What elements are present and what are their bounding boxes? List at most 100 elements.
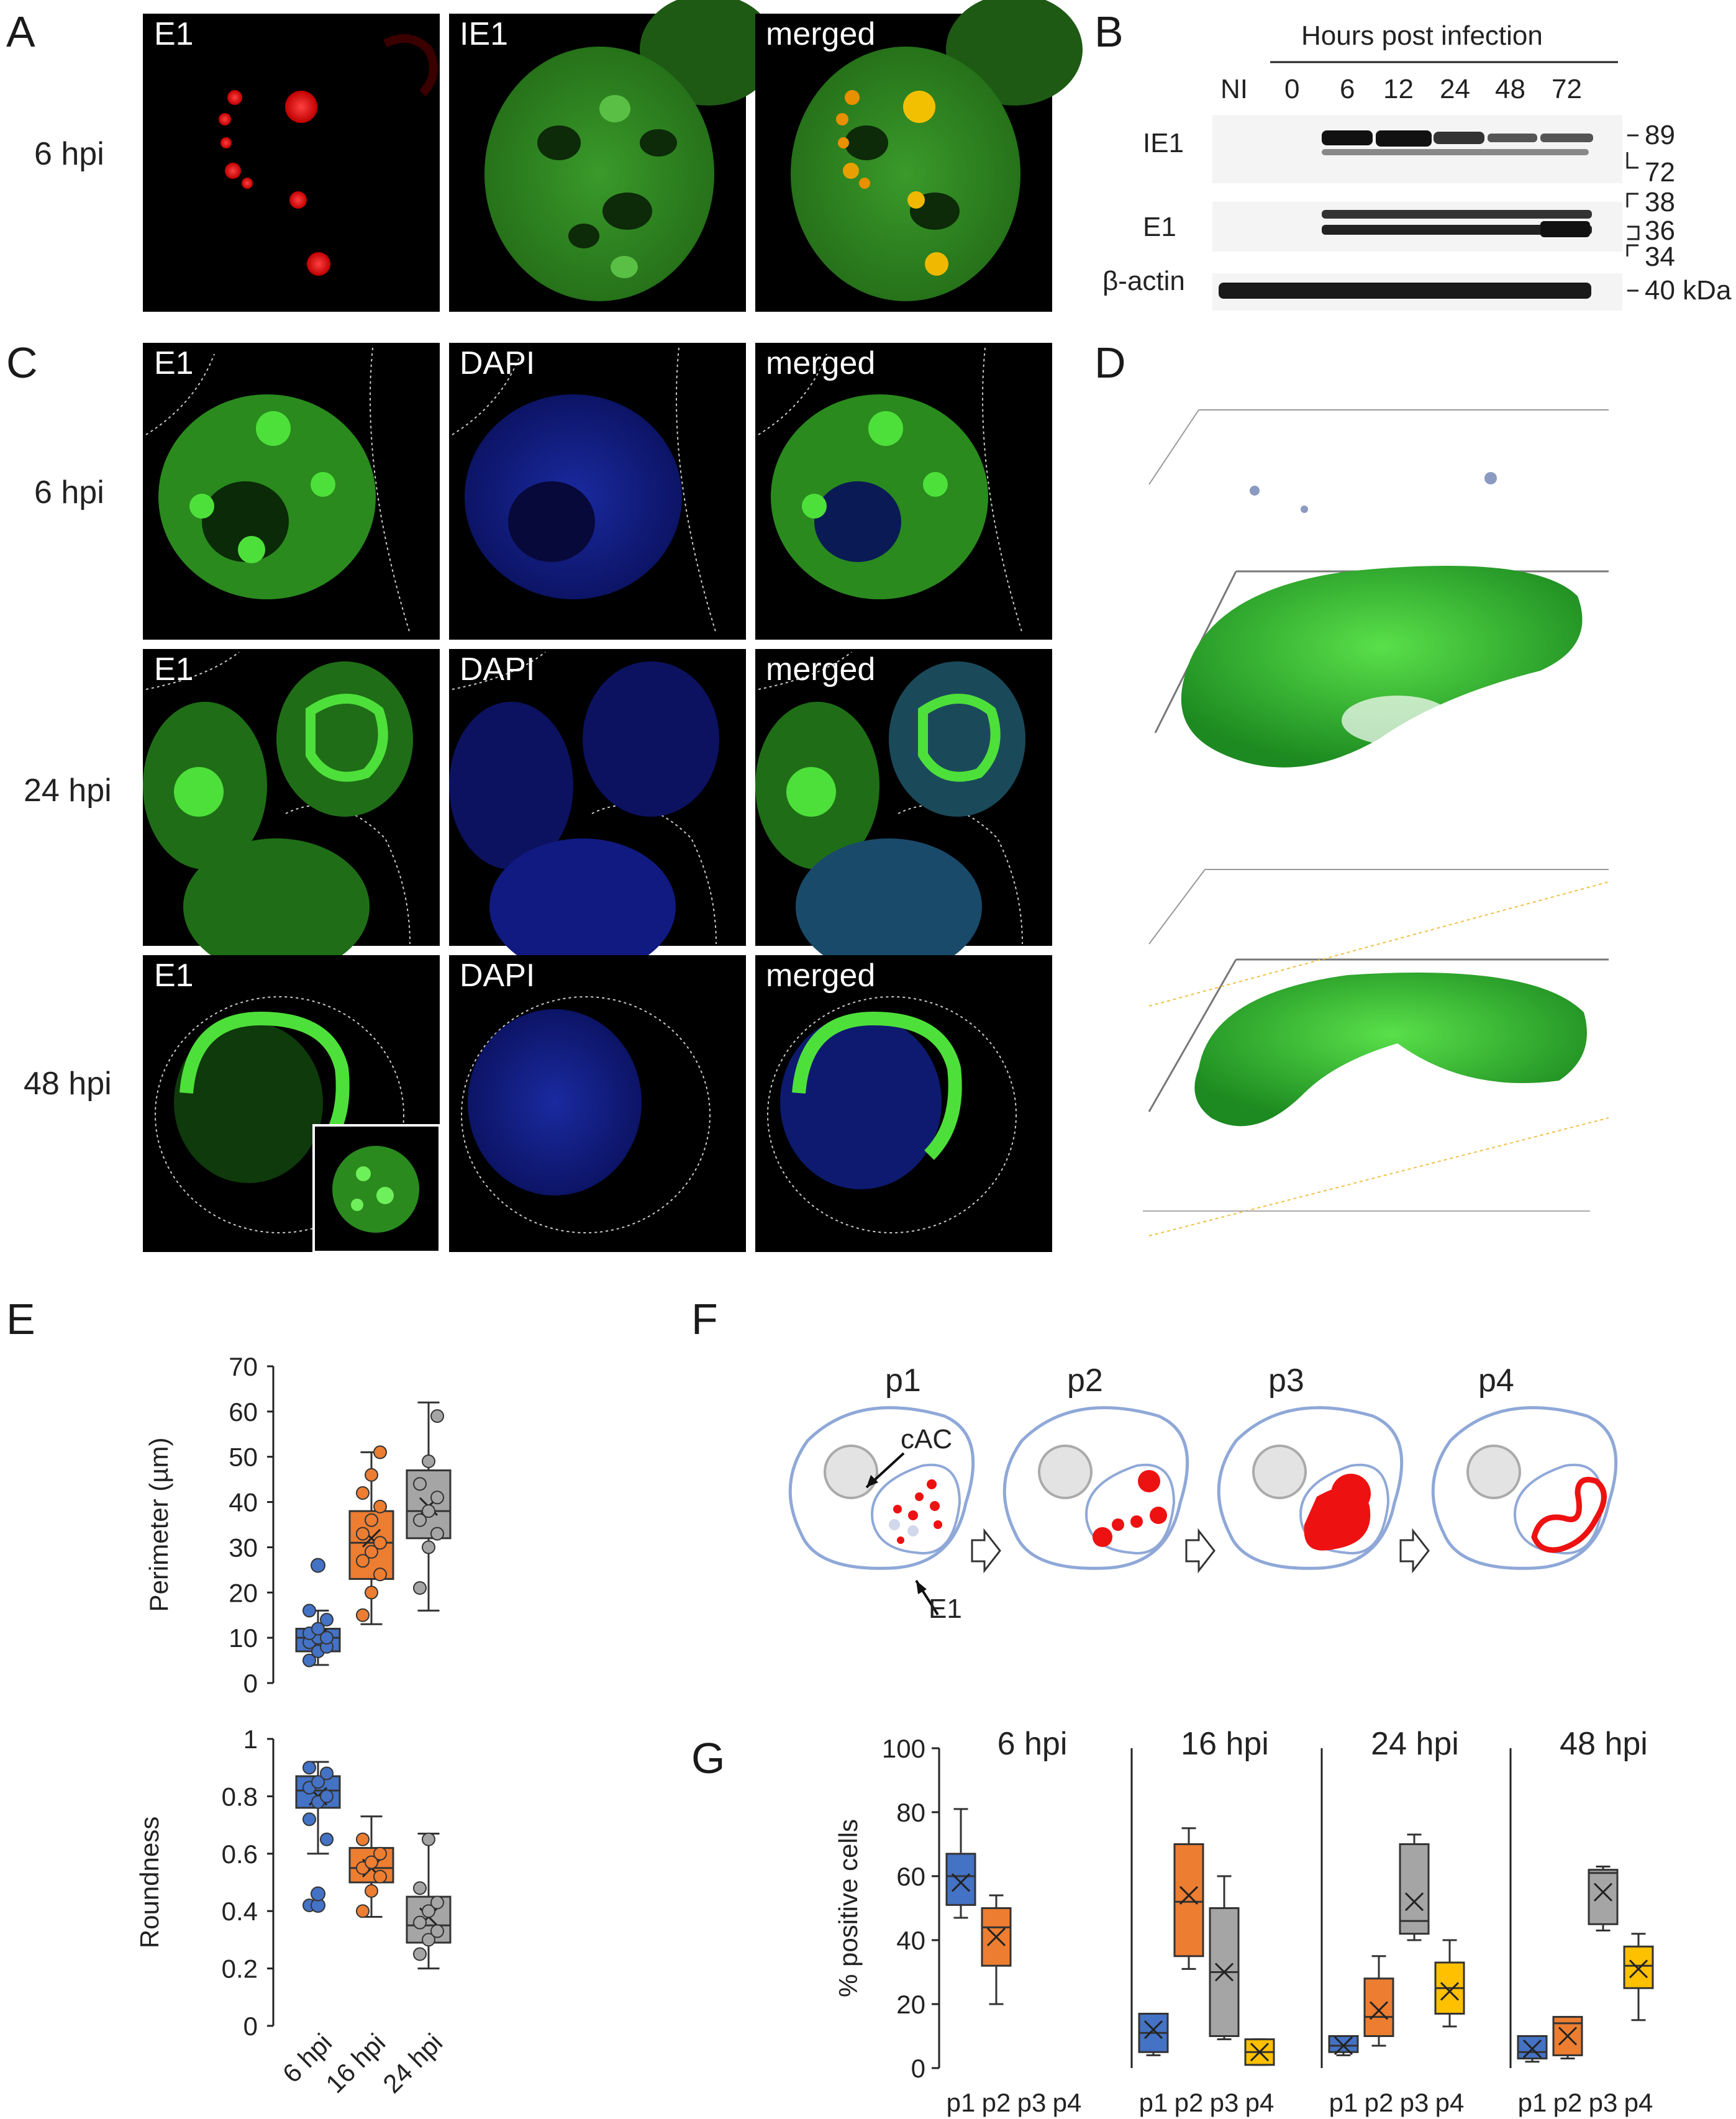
x-tick-label: p4	[1053, 2088, 1082, 2117]
mw-marker: 38	[1645, 187, 1675, 217]
data-point	[413, 1513, 427, 1527]
mean-marker	[986, 1927, 1006, 1946]
data-point	[356, 1554, 370, 1568]
data-point	[430, 1527, 444, 1541]
data-point	[413, 1915, 427, 1930]
perimeter-chart: 0 10 20 30 40 50 60 70 Perimeter (µm)	[144, 1352, 452, 1698]
x-tick-label: 16 hpi	[320, 2028, 391, 2099]
stage-label: p4	[1478, 1363, 1514, 1399]
data-point	[365, 1884, 378, 1898]
lane-label: 12	[1383, 74, 1414, 104]
panel-label-f: F	[691, 1295, 718, 1343]
group-title: 24 hpi	[1371, 1726, 1459, 1762]
row-label: 48 hpi	[24, 1066, 112, 1102]
panel-c-r3-e1: E1	[143, 955, 441, 1253]
box	[1517, 2035, 1548, 2060]
data-point	[311, 1622, 325, 1636]
image-title: E1	[154, 345, 194, 381]
x-tick-label: p2	[1175, 2088, 1204, 2117]
x-tick-label: p1	[947, 2088, 976, 2117]
panel-c-r2-merged: merged	[755, 649, 1052, 975]
x-tick-label: p3	[1017, 2088, 1047, 2117]
image-title: E1	[154, 651, 194, 687]
panel-c-r3-dapi: DAPI	[449, 955, 746, 1252]
image-title: DAPI	[460, 345, 535, 381]
data-point	[373, 1445, 387, 1459]
lane-label: 72	[1552, 74, 1582, 104]
image-title: E1	[154, 16, 194, 52]
blot-ie1	[1212, 115, 1622, 183]
data-point	[320, 1613, 334, 1627]
data-point	[302, 1604, 316, 1618]
data-point	[302, 1653, 316, 1668]
data-point	[373, 1568, 387, 1582]
mean-marker	[1404, 1892, 1424, 1912]
data-point	[373, 1499, 387, 1513]
stage-label: p3	[1268, 1363, 1304, 1399]
lane-labels: NI 0 6 12 24 48 72	[1220, 74, 1582, 104]
x-tick-label: p4	[1624, 2088, 1653, 2117]
arrow-icon	[1399, 1528, 1430, 1574]
mean-marker	[1334, 2036, 1353, 2056]
data-point	[320, 1631, 334, 1645]
arrow-icon	[971, 1528, 1001, 1574]
mean-marker	[951, 1873, 971, 1892]
y-tick-label: 0	[911, 2054, 925, 2083]
row-label: 24 hpi	[24, 773, 112, 809]
mean-marker	[1440, 1982, 1460, 2001]
data-point	[413, 1881, 427, 1895]
y-tick-label: 40	[896, 1926, 925, 1955]
data-point	[422, 1540, 435, 1554]
y-axis-label: % positive cells	[834, 1819, 863, 1997]
mw-marker: 72	[1645, 157, 1675, 188]
data-point	[430, 1409, 444, 1423]
image-title: merged	[766, 16, 875, 52]
panel-c-r1-e1: E1	[143, 343, 440, 640]
blot-e1	[1212, 202, 1622, 252]
data-point	[413, 1947, 427, 1961]
panel-label-e: E	[6, 1295, 35, 1343]
lane-label: NI	[1220, 74, 1248, 104]
x-tick-label: p2	[1365, 2088, 1394, 2117]
x-tick-label: p1	[1518, 2088, 1547, 2117]
blot-header: Hours post infection	[1301, 20, 1543, 51]
x-tick-label: p2	[1553, 2088, 1583, 2117]
data-point	[422, 1832, 435, 1846]
lane-label: 0	[1284, 74, 1299, 104]
outlier-point	[311, 1886, 325, 1902]
panel-d-3d-render	[1143, 409, 1609, 1236]
box	[945, 1853, 976, 1906]
x-tick-label: p4	[1245, 2088, 1275, 2117]
data-point	[356, 1904, 370, 1918]
mean-marker	[1593, 1882, 1613, 1902]
data-point	[422, 1933, 435, 1947]
data-point	[302, 1761, 316, 1775]
y-tick-label: 0.4	[222, 1897, 258, 1926]
panel-label-a: A	[6, 7, 35, 56]
group-title: 6 hpi	[998, 1726, 1068, 1762]
panel-a-image-ie1: IE1	[449, 0, 776, 312]
mw-markers: 89 72 38 36 34 40 kDa	[1626, 120, 1732, 306]
image-title: DAPI	[460, 651, 535, 687]
x-tick-label: p3	[1210, 2088, 1239, 2117]
data-point	[365, 1468, 378, 1482]
data-point	[413, 1581, 427, 1595]
y-tick-label: 0.2	[222, 1954, 258, 1984]
data-point	[356, 1527, 370, 1541]
data-point	[365, 1855, 378, 1869]
mean-marker	[1250, 2043, 1270, 2062]
y-tick-label: 40	[229, 1488, 258, 1517]
cell-p2	[1002, 1406, 1189, 1570]
mean-marker	[1214, 1962, 1234, 1982]
data-point	[430, 1491, 444, 1505]
lane-label: 48	[1495, 74, 1525, 104]
y-tick-label: 60	[229, 1397, 258, 1427]
mean-marker	[1179, 1885, 1199, 1905]
panel-a-image-merged: merged	[755, 0, 1083, 312]
image-title: IE1	[460, 16, 508, 52]
panel-label-c: C	[6, 338, 38, 387]
x-tick-label: p3	[1400, 2088, 1429, 2117]
data-point	[356, 1608, 370, 1622]
cell-p4	[1431, 1406, 1618, 1570]
panel-label-d: D	[1094, 338, 1126, 387]
